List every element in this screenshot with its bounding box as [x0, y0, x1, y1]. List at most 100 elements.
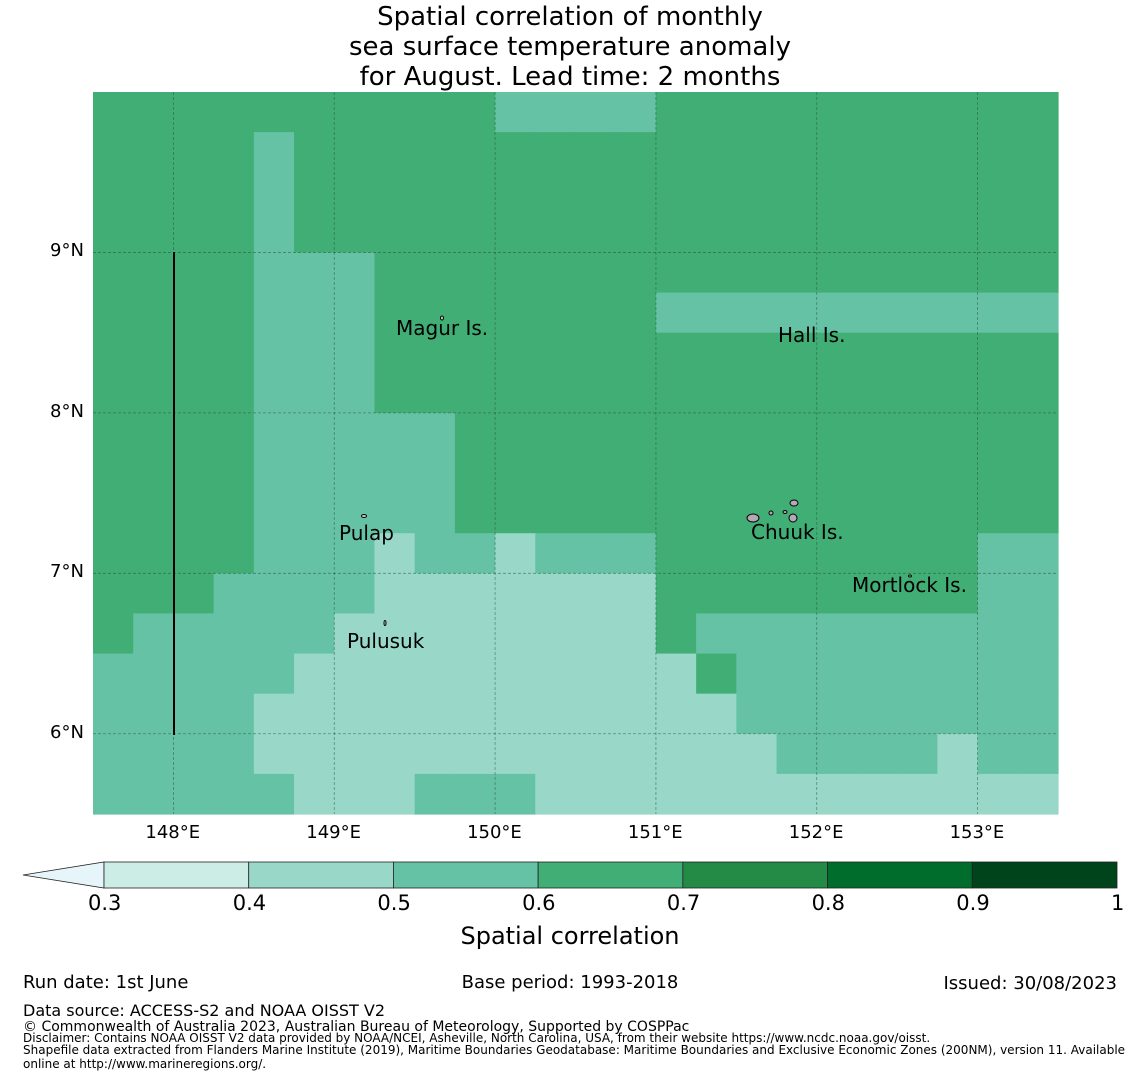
grid-cell [294, 292, 335, 334]
grid-cell [173, 613, 215, 655]
grid-cell [454, 132, 496, 173]
grid-cell [133, 132, 175, 173]
grid-cell [776, 132, 818, 173]
grid-cell [253, 733, 295, 775]
grid-cell [575, 332, 617, 374]
grid-cell [253, 292, 295, 334]
grid-cell [133, 773, 175, 815]
grid-cell [736, 92, 778, 133]
grid-cell [535, 693, 577, 735]
grid-cell [736, 292, 778, 334]
grid-cell [696, 92, 737, 133]
grid-cell [655, 132, 697, 173]
lat-tick-label: 9°N [50, 240, 84, 262]
disclaimer: Disclaimer: Contains NOAA OISST V2 data … [23, 1031, 931, 1045]
grid-cell [816, 92, 858, 133]
island-shape [746, 513, 760, 523]
title-line-3: for August. Lead time: 2 months [359, 62, 781, 92]
grid-cell [696, 332, 737, 374]
grid-cell [615, 92, 657, 133]
grid-cell [856, 773, 898, 815]
grid-cell [93, 132, 134, 173]
grid-cell [1017, 412, 1059, 454]
grid-cell [173, 493, 215, 534]
grid-cell [495, 372, 536, 414]
grid-cell [655, 773, 697, 815]
grid-cell [374, 332, 416, 374]
grid-cell [575, 132, 617, 173]
grid-cell [736, 212, 778, 254]
grid-cell [173, 773, 215, 815]
grid-cell [133, 172, 175, 213]
grid-cell [615, 453, 657, 494]
grid-cell [414, 533, 456, 574]
island-shape [788, 513, 798, 523]
grid-cell [816, 132, 858, 173]
grid-cell [897, 252, 938, 294]
grid-cell [816, 412, 858, 454]
grid-cell [1017, 172, 1059, 213]
grid-cell [856, 613, 898, 655]
grid-cell [816, 653, 858, 695]
grid-cell [495, 653, 536, 695]
grid-cell [173, 533, 215, 574]
grid-cell [977, 453, 1019, 494]
grid-cell [133, 733, 175, 775]
grid-cell [736, 573, 778, 615]
grid-cell [977, 773, 1019, 815]
map-gridlines [93, 92, 1058, 814]
grid-cell [1017, 372, 1059, 414]
grid-cell [535, 332, 577, 374]
grid-cell [575, 693, 617, 735]
grid-cell [454, 733, 496, 775]
grid-cell [1017, 773, 1059, 815]
grid-cell [615, 172, 657, 213]
lat-tick-label: 7°N [50, 561, 84, 583]
grid-cell [213, 693, 255, 735]
grid-cell [1017, 332, 1059, 374]
island-outlines [361, 315, 912, 626]
grid-cell [334, 412, 376, 454]
grid-cell [334, 292, 376, 334]
grid-cell [615, 733, 657, 775]
grid-cell [776, 92, 818, 133]
grid-cell [977, 733, 1019, 775]
grid-cell [374, 533, 416, 574]
title-line-2: sea surface temperature anomaly [349, 32, 791, 62]
grid-cell [454, 573, 496, 615]
grid-cell [897, 653, 938, 695]
grid-cell [294, 733, 335, 775]
grid-cell [655, 412, 697, 454]
grid-cell [334, 212, 376, 254]
grid-cell [736, 693, 778, 735]
grid-cell [977, 172, 1019, 213]
colorbar-tick-label: 0.4 [232, 891, 267, 915]
grid-cell [213, 573, 255, 615]
grid-cell [414, 733, 456, 775]
grid-cell [897, 332, 938, 374]
colorbar-tick-label: 0.3 [88, 891, 122, 915]
grid-cell [1017, 252, 1059, 294]
grid-cell [213, 172, 255, 213]
grid-cell [414, 653, 456, 695]
title-line-1: Spatial correlation of monthly [377, 2, 763, 32]
lon-tick-label: 152°E [788, 822, 844, 843]
grid-cell [696, 493, 737, 534]
correlation-grid [93, 92, 1059, 815]
grid-cell [937, 653, 979, 695]
grid-cell [93, 372, 134, 414]
grid-cell [575, 653, 617, 695]
grid-cell [173, 453, 215, 494]
grid-cell [374, 412, 416, 454]
place-label: Pulap [339, 521, 394, 545]
grid-cell [334, 372, 376, 414]
grid-cell [655, 172, 697, 213]
grid-cell [535, 533, 577, 574]
grid-cell [655, 733, 697, 775]
grid-cell [816, 332, 858, 374]
grid-cell [93, 292, 134, 334]
grid-cell [615, 693, 657, 735]
grid-cell [535, 412, 577, 454]
grid-cell [897, 172, 938, 213]
grid-cell [334, 613, 376, 655]
